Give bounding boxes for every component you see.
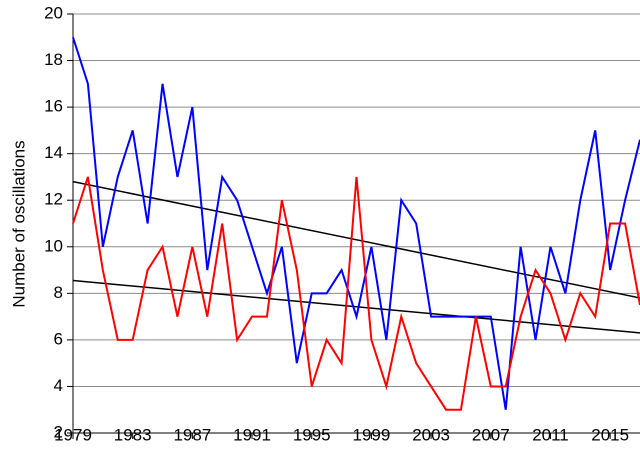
x-tick-label: 2011: [532, 425, 569, 444]
y-tick-label: 2: [54, 422, 63, 441]
y-axis-label: Number of oscillations: [9, 140, 28, 307]
y-tick-label: 6: [54, 329, 63, 348]
x-tick-label: 2003: [412, 425, 450, 444]
y-tick-label: 8: [54, 283, 63, 302]
trend-line: [72, 279, 640, 334]
x-tick-label: 1995: [293, 425, 331, 444]
x-tick-label: 2007: [472, 425, 510, 444]
x-tick-label: 1987: [173, 425, 211, 444]
y-tick-label: 10: [44, 236, 63, 255]
y-tick-label: 18: [44, 50, 63, 69]
y-tick-label: 14: [44, 143, 63, 162]
y-tick-label: 4: [54, 376, 63, 395]
x-tick-label: 1983: [114, 425, 152, 444]
trend-line: [72, 180, 640, 299]
x-tick-label: 1979: [54, 425, 92, 444]
y-tick-label: 20: [44, 3, 63, 22]
series-line: [72, 176, 640, 411]
series-line: [72, 36, 640, 410]
x-tick-label: 1991: [233, 425, 271, 444]
y-tick-label: 16: [44, 97, 63, 116]
x-tick-label: 1999: [353, 425, 391, 444]
y-tick-label: 12: [44, 190, 63, 209]
x-tick-label: 2015: [591, 425, 629, 444]
